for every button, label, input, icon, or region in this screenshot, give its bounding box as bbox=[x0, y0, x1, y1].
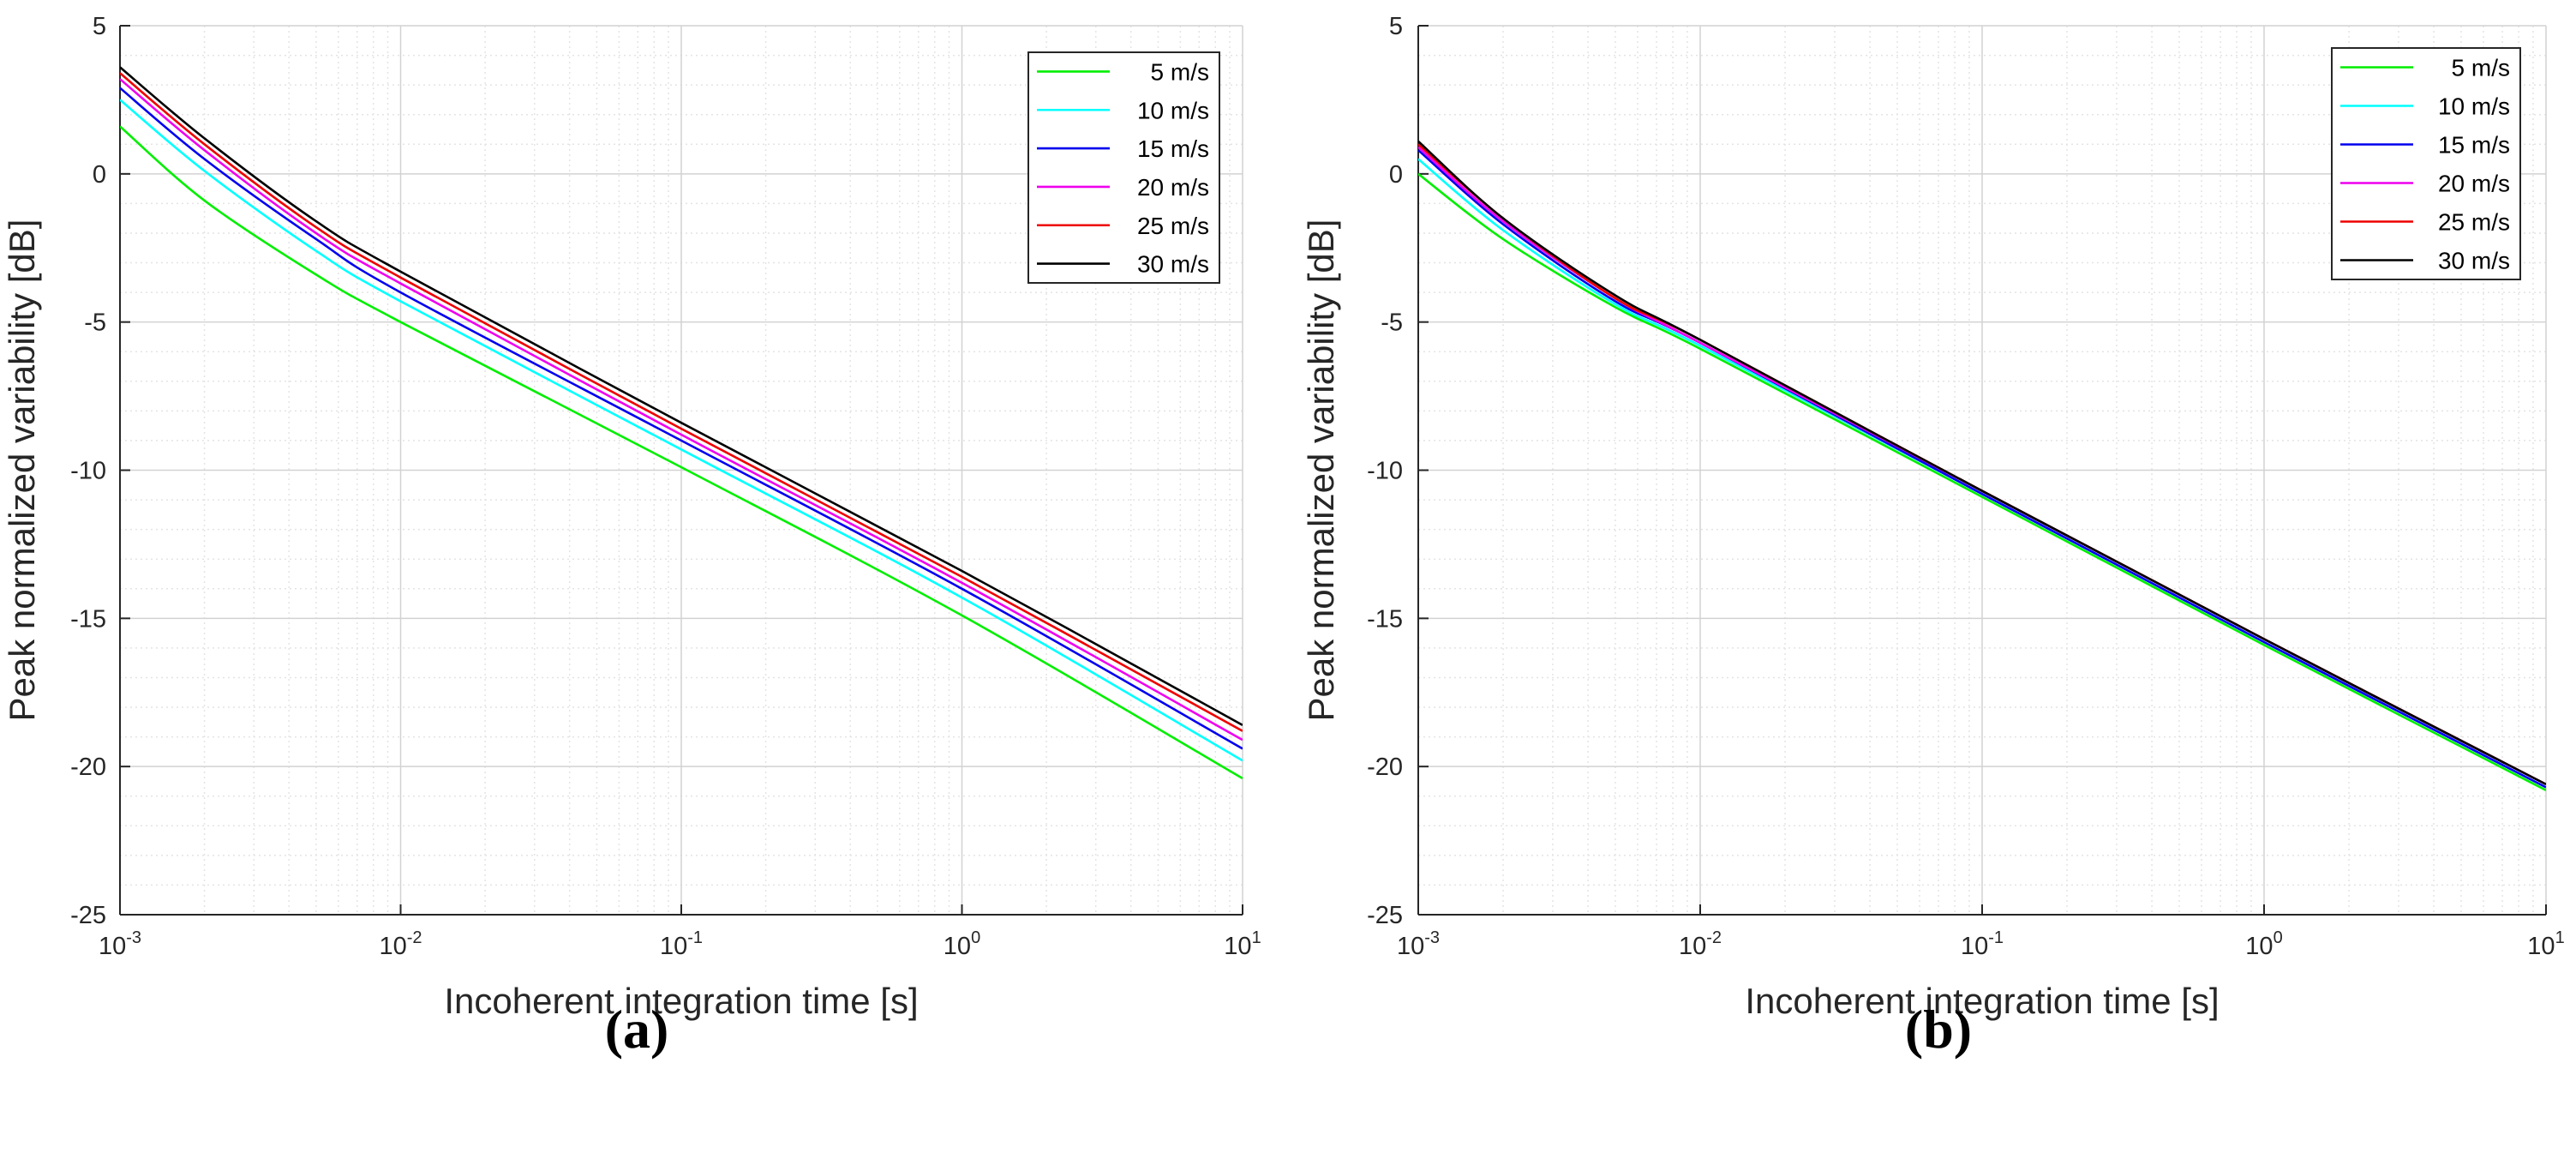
chart0-y-axis-label: Peak normalized variability [dB] bbox=[2, 219, 42, 722]
chart0-legend-label: 25 m/s bbox=[1137, 213, 1209, 239]
chart1-series-line-5-m-s bbox=[1418, 172, 2546, 791]
chart0-series-line-10-m-s bbox=[120, 99, 1243, 762]
chart0-y-tick-label: 0 bbox=[93, 161, 106, 189]
chart1-y-tick-label: -10 bbox=[1367, 458, 1403, 485]
chart1-x-tick-label: 10-3 bbox=[1397, 928, 1440, 960]
panel-label-a: (a) bbox=[605, 999, 669, 1060]
chart1-legend-label: 30 m/s bbox=[2438, 248, 2510, 274]
chart0-legend-box bbox=[1027, 51, 1220, 284]
chart1-x-tick-label: 100 bbox=[2245, 928, 2282, 960]
chart1-legend: 5 m/s 10 m/s 15 m/s 20 m/s 25 m/s 30 m/s bbox=[2331, 47, 2521, 280]
chart0-grid bbox=[119, 25, 1243, 916]
chart1-y-axis-label: Peak normalized variability [dB] bbox=[1301, 219, 1341, 722]
chart1-legend-label: 15 m/s bbox=[2438, 132, 2510, 159]
chart0-series-line-25-m-s bbox=[120, 72, 1243, 732]
chart0-legend: 5 m/s 10 m/s 15 m/s 20 m/s 25 m/s 30 m/s bbox=[1027, 51, 1220, 284]
panel-label-b: (b) bbox=[1905, 999, 1972, 1060]
chart1-y-tick-label: 5 bbox=[1389, 13, 1403, 40]
chart0-legend-label: 15 m/s bbox=[1137, 135, 1209, 162]
chart1-series-group bbox=[1418, 140, 2546, 791]
chart1-legend-label: 25 m/s bbox=[2438, 209, 2510, 236]
chart0-x-tick-label: 10-2 bbox=[379, 928, 422, 960]
chart0-series-group bbox=[120, 66, 1243, 780]
chart0-series-line-20-m-s bbox=[120, 78, 1243, 742]
chart1-legend-box bbox=[2331, 47, 2521, 280]
chart0-y-tick-label: -15 bbox=[70, 605, 106, 633]
chart0-series-line-15-m-s bbox=[120, 87, 1243, 750]
chart1-y-tick-label: -25 bbox=[1367, 902, 1403, 929]
chart0-x-tick-label: 100 bbox=[944, 928, 980, 960]
chart1-series-line-30-m-s bbox=[1418, 140, 2546, 786]
chart0-y-tick-label: -25 bbox=[70, 902, 106, 929]
chart1-series-line-15-m-s bbox=[1418, 149, 2546, 789]
chart1-x-tick-label: 10-1 bbox=[1961, 928, 2004, 960]
chart0-x-axis-label: Incoherent integration time [s] bbox=[444, 981, 918, 1021]
chart0-legend-label: 5 m/s bbox=[1151, 58, 1209, 85]
chart1-y-tick-label: -15 bbox=[1367, 605, 1403, 633]
chart1-legend-label: 20 m/s bbox=[2438, 171, 2510, 197]
chart1-x-tick-label: 101 bbox=[2527, 928, 2564, 960]
chart0-y-tick-label: -5 bbox=[84, 309, 106, 337]
chart0-legend-label: 30 m/s bbox=[1137, 251, 1209, 278]
chart0-y-tick-label: -10 bbox=[70, 458, 106, 485]
chart1-y-tick-label: -5 bbox=[1381, 309, 1403, 337]
chart0-y-tick-label: -20 bbox=[70, 754, 106, 781]
chart0-series-line-5-m-s bbox=[120, 125, 1243, 780]
chart1-x-tick-label: 10-2 bbox=[1679, 928, 1722, 960]
chart1-y-tick-label: -20 bbox=[1367, 754, 1403, 781]
chart1-x-axis-label: Incoherent integration time [s] bbox=[1745, 981, 2219, 1021]
chart0-x-tick-label: 10-1 bbox=[660, 928, 703, 960]
chart1-y-tick-label: 0 bbox=[1389, 161, 1403, 189]
chart0-x-tick-label: 101 bbox=[1224, 928, 1261, 960]
chart1-legend-label: 10 m/s bbox=[2438, 93, 2510, 120]
chart0-legend-label: 10 m/s bbox=[1137, 97, 1209, 123]
chart0-x-tick-label: 10-3 bbox=[99, 928, 141, 960]
chart1-legend-label: 5 m/s bbox=[2452, 55, 2510, 81]
chart0-legend-label: 20 m/s bbox=[1137, 174, 1209, 201]
chart0-y-tick-label: 5 bbox=[93, 13, 106, 40]
chart0-series-line-30-m-s bbox=[120, 66, 1243, 726]
